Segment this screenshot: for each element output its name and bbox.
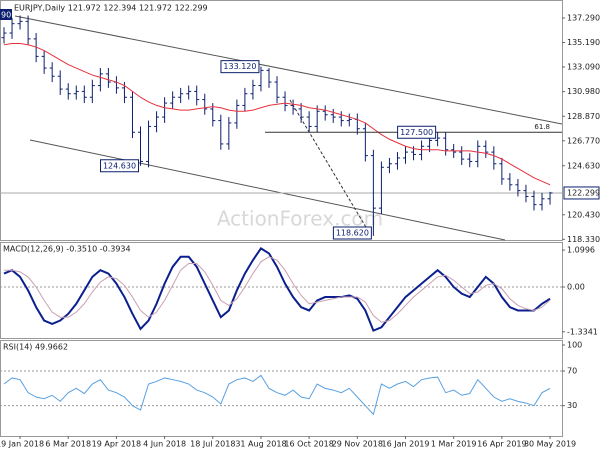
y-tick-label: 120.430 — [567, 210, 600, 219]
annotation-box — [100, 159, 140, 173]
y-tick-label: 100 — [567, 341, 582, 350]
macd-title: MACD(12,26,9) -0.3510 -0.3934 — [3, 245, 131, 254]
indicator-line — [3, 247, 551, 332]
y-tick-label: 133.090 — [567, 63, 600, 72]
x-tick-label: 30 May 2019 — [524, 440, 576, 449]
fib-label: 61.8 — [534, 123, 550, 131]
last-price-label: 122.299 — [567, 188, 600, 197]
x-tick-label: 6 Mar 2018 — [45, 440, 91, 449]
moving-average — [3, 43, 551, 186]
y-tick-label: 137.290 — [567, 13, 600, 22]
annotation-box — [397, 125, 437, 139]
header: EURJPY,Daily 121.972 122.394 121.972 122… — [14, 4, 208, 13]
annotation-label: 124.630 — [103, 161, 136, 170]
indicator-line — [4, 256, 551, 323]
x-tick-label: 4 Jun 2018 — [143, 440, 186, 449]
x-tick-label: 18 Jul 2018 — [190, 440, 235, 449]
lower-channel — [29, 139, 506, 241]
annotation-label: 118.620 — [336, 229, 369, 238]
annotation-label: 133.120 — [223, 62, 256, 71]
x-tick-label: 19 Apr 2018 — [92, 440, 141, 449]
y-tick-label: 135.190 — [567, 38, 600, 47]
y-tick-label: 30 — [567, 401, 577, 410]
y-tick-label: 0.00 — [567, 282, 585, 291]
y-tick-label: 128.870 — [567, 112, 600, 121]
x-tick-label: 31 Aug 2018 — [235, 440, 286, 449]
y-tick-label: 70 — [567, 367, 577, 376]
x-tick-label: 16 Apr 2019 — [477, 440, 526, 449]
last-price-box — [563, 186, 600, 200]
annotation-label: 127.500 — [400, 128, 433, 137]
y-tick-label: -1.3341 — [567, 327, 598, 336]
x-tick-label: 19 Jan 2018 — [0, 440, 44, 449]
rsi-title: RSI(14) 49.9662 — [3, 343, 68, 352]
price-panel — [0, 0, 563, 241]
macd-panel — [0, 242, 563, 339]
x-tick-label: 16 Jan 2019 — [382, 440, 430, 449]
y-tick-label: 126.770 — [567, 136, 600, 145]
annotation-box — [332, 226, 372, 240]
y-tick-label: 1.0996 — [567, 246, 595, 255]
dashed-trend — [289, 99, 371, 235]
y-tick-label: 130.980 — [567, 87, 600, 96]
x-tick-label: 16 Oct 2018 — [284, 440, 333, 449]
x-tick-label: 29 Nov 2018 — [332, 440, 383, 449]
indicator-line — [3, 374, 551, 416]
corner-label: 90 — [1, 11, 11, 20]
x-tick-label: 1 Mar 2019 — [431, 440, 477, 449]
y-tick-label: 118.330 — [567, 235, 600, 244]
annotation-box — [220, 60, 260, 74]
rsi-panel — [0, 340, 563, 437]
upper-channel — [14, 15, 563, 125]
corner-box — [0, 9, 12, 20]
y-tick-label: 124.630 — [567, 161, 600, 170]
